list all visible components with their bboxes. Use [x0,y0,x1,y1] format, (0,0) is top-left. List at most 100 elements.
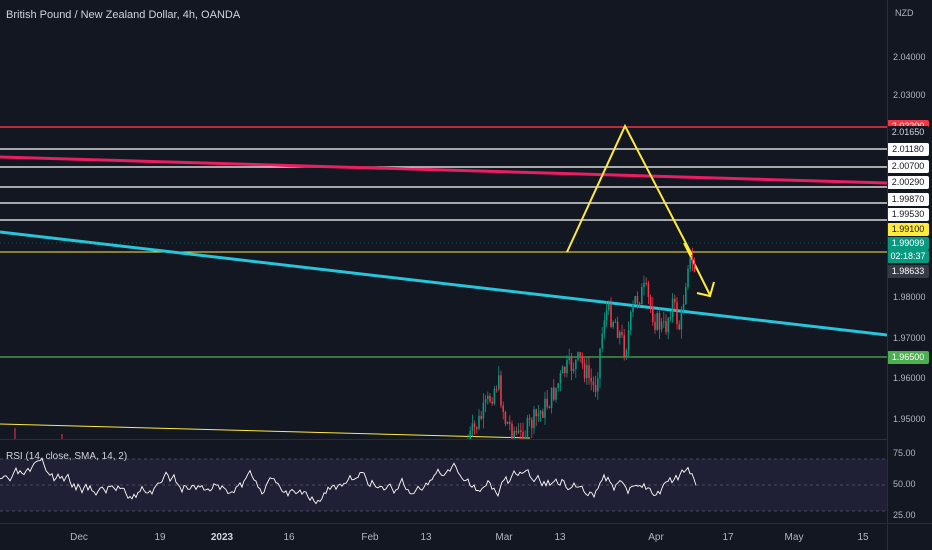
candle-body [597,378,599,392]
candle-body [577,352,579,360]
price-tick: 2.04000 [893,52,926,62]
candle-body [687,268,689,288]
candle-body [603,320,606,334]
candle-body [548,407,551,409]
candle-body [509,422,511,424]
candle-body [599,348,601,379]
candle-body [564,366,566,374]
candle-body [487,395,489,400]
candle-body [601,333,603,349]
candle-body [542,411,544,418]
time-tick: May [784,532,804,543]
yellow-triangle-drawing[interactable] [566,123,693,256]
candle-body [535,409,537,417]
candle-body [619,331,621,338]
price-chart-pane[interactable] [0,0,887,440]
time-tick: 19 [154,532,166,543]
candle-body [647,283,650,297]
candle-body [671,298,674,318]
candle-body [526,418,529,437]
time-tick: Dec [70,532,88,543]
time-tick: Mar [495,532,513,543]
candle-body [667,318,669,333]
level-price-label: 2.01650 [887,126,929,139]
candle-body [539,411,542,414]
candle-body [579,352,581,357]
candle-body [634,296,636,305]
rsi-pane[interactable] [0,440,887,523]
rsi-tick: 25.00 [893,510,916,520]
level-price-label: 1.99870 [887,193,929,206]
teal-trendline[interactable] [0,230,887,337]
candle-body [608,303,610,311]
level-price-label: 1.99530 [887,208,929,221]
time-tick: 17 [722,532,734,543]
price-tick: 1.95000 [893,414,926,424]
rsi-tick: 75.00 [893,448,916,458]
candle-body [484,399,487,403]
yellow-arrow-drawing[interactable] [683,242,715,298]
candle-body [689,257,691,269]
rsi-indicator-label[interactable]: RSI (14, close, SMA, 14, 2) [6,451,128,462]
candle-body [469,430,471,440]
time-tick: 13 [420,532,432,543]
candle-body [555,387,557,400]
candle-body [663,321,665,323]
candle-body [502,405,504,412]
candle-body [669,317,672,319]
candle-body [528,418,531,420]
candle-body [691,257,694,263]
candle-body [583,363,586,379]
candle-body [616,321,619,338]
level-price-label: 2.00290 [887,176,929,189]
candle-body [676,302,678,325]
candle-body [658,313,661,330]
candle-body [632,304,634,312]
pane-separator[interactable] [0,439,887,440]
candle-body [627,330,630,351]
candle-body [625,350,628,357]
candle-body [610,303,612,327]
yellow-level-price-label: 1.99100 [887,223,929,236]
price-axis-border [887,0,888,550]
grey-price-label: 1.98633 [887,265,929,278]
candle-body [575,359,577,370]
candle-body [524,436,526,440]
candle-body [638,302,641,305]
candle-body [630,311,632,331]
time-tick: 2023 [210,532,234,543]
candle-body [654,321,656,330]
candle-body [652,306,654,322]
candle-body [693,262,696,272]
rsi-tick: 50.00 [893,479,916,489]
candle-body [489,395,491,402]
candle-body [682,304,685,310]
candle-body [660,321,663,330]
candle-body [473,423,476,428]
candle-body [520,430,522,432]
candle-body [511,423,513,439]
candle-body [500,375,502,406]
candle-body [533,409,535,429]
candle-body [641,287,643,305]
candle-body [566,360,568,374]
chart-title: British Pound / New Zealand Dollar, 4h, … [6,9,241,21]
candle-body [621,331,623,336]
pink-trendline[interactable] [0,155,887,185]
candle-body [605,310,608,321]
candle-body [506,422,509,424]
candle-body [590,377,592,382]
candle-body [594,384,597,392]
candle-body [680,309,683,330]
candle-body [592,381,595,385]
candle-body [504,411,507,424]
candle-body [568,356,570,361]
lower-yellow-trendline[interactable] [0,423,531,439]
candle-body [480,415,482,419]
candle-body [643,282,645,288]
time-tick: Feb [361,532,379,543]
current-price-label: 1.99099 [887,237,929,250]
price-tick: 1.96000 [893,373,926,383]
currency-label: NZD [895,8,914,18]
candle-body [665,321,667,333]
